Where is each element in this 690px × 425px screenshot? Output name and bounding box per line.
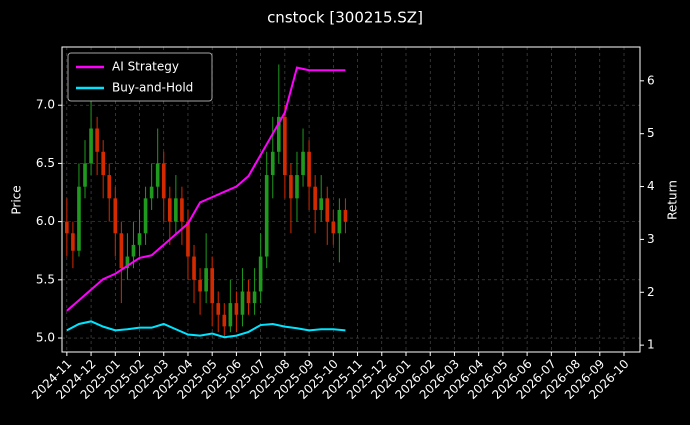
- candle-body: [192, 256, 196, 280]
- candle-body: [264, 175, 269, 257]
- y2-tick-label: 1: [647, 338, 655, 352]
- y-tick-label: 5.0: [36, 331, 55, 345]
- candle-body: [167, 198, 172, 222]
- candle-body: [301, 151, 305, 176]
- candle-body: [331, 221, 336, 234]
- y-tick-label: 6.5: [36, 156, 55, 170]
- y2-tick-label: 2: [647, 285, 655, 299]
- candle-body: [198, 279, 202, 292]
- candle-body: [77, 186, 81, 251]
- candle-body: [228, 303, 233, 327]
- candle-body: [71, 233, 75, 251]
- y-axis-label: Price: [10, 185, 24, 214]
- candle-body: [319, 198, 324, 210]
- candle-body: [313, 186, 317, 210]
- candle-body: [65, 221, 69, 234]
- candle-body: [234, 303, 239, 315]
- candle-body: [186, 221, 190, 257]
- candle-body: [149, 186, 154, 199]
- line-series: [66, 320, 346, 339]
- legend-label: Buy-and-Hold: [112, 81, 193, 95]
- candle-body: [119, 233, 124, 269]
- y-tick-label: 5.5: [36, 272, 55, 286]
- candle-body: [131, 244, 136, 257]
- legend: AI Strategy Buy-and-Hold: [67, 52, 213, 102]
- chart-title: cnstock [300215.SZ]: [267, 9, 423, 27]
- y2-axis-label: Return: [666, 180, 680, 220]
- candle-body: [325, 198, 330, 222]
- candle-body: [283, 116, 287, 176]
- candle-body: [337, 209, 342, 234]
- candle-body: [155, 163, 160, 187]
- candle-body: [307, 151, 311, 187]
- candle-body: [246, 291, 251, 304]
- legend-label: AI Strategy: [112, 60, 179, 74]
- candle-body: [204, 268, 208, 292]
- candle-body: [137, 233, 142, 245]
- candle-body: [276, 116, 281, 152]
- candle-body: [258, 256, 263, 292]
- candle-body: [101, 151, 105, 176]
- candle-body: [161, 163, 166, 199]
- candle-body: [222, 314, 227, 327]
- y2-tick-label: 4: [647, 179, 655, 193]
- plot-frame: [61, 46, 641, 353]
- candle-body: [174, 198, 178, 222]
- line-series: [66, 66, 346, 312]
- candle-body: [95, 128, 99, 152]
- candle-body: [252, 291, 257, 304]
- candle-body: [89, 128, 93, 164]
- candle-body: [270, 151, 275, 176]
- candle-body: [143, 198, 148, 234]
- candle-body: [210, 268, 215, 304]
- y2-tick-label: 6: [647, 73, 655, 87]
- candle-body: [289, 175, 293, 199]
- candle-body: [107, 175, 112, 199]
- candle-body: [295, 175, 299, 199]
- y-tick-label: 6.0: [36, 214, 55, 228]
- y2-tick-label: 3: [647, 232, 655, 246]
- candle-body: [216, 303, 221, 315]
- candle-body: [180, 198, 184, 222]
- candle-body: [125, 256, 130, 269]
- candle-body: [113, 198, 118, 234]
- candle-body: [83, 163, 87, 187]
- candle-body: [240, 291, 245, 315]
- y2-tick-label: 5: [647, 126, 655, 140]
- candle-body: [343, 209, 348, 222]
- y-tick-label: 7.0: [36, 98, 55, 112]
